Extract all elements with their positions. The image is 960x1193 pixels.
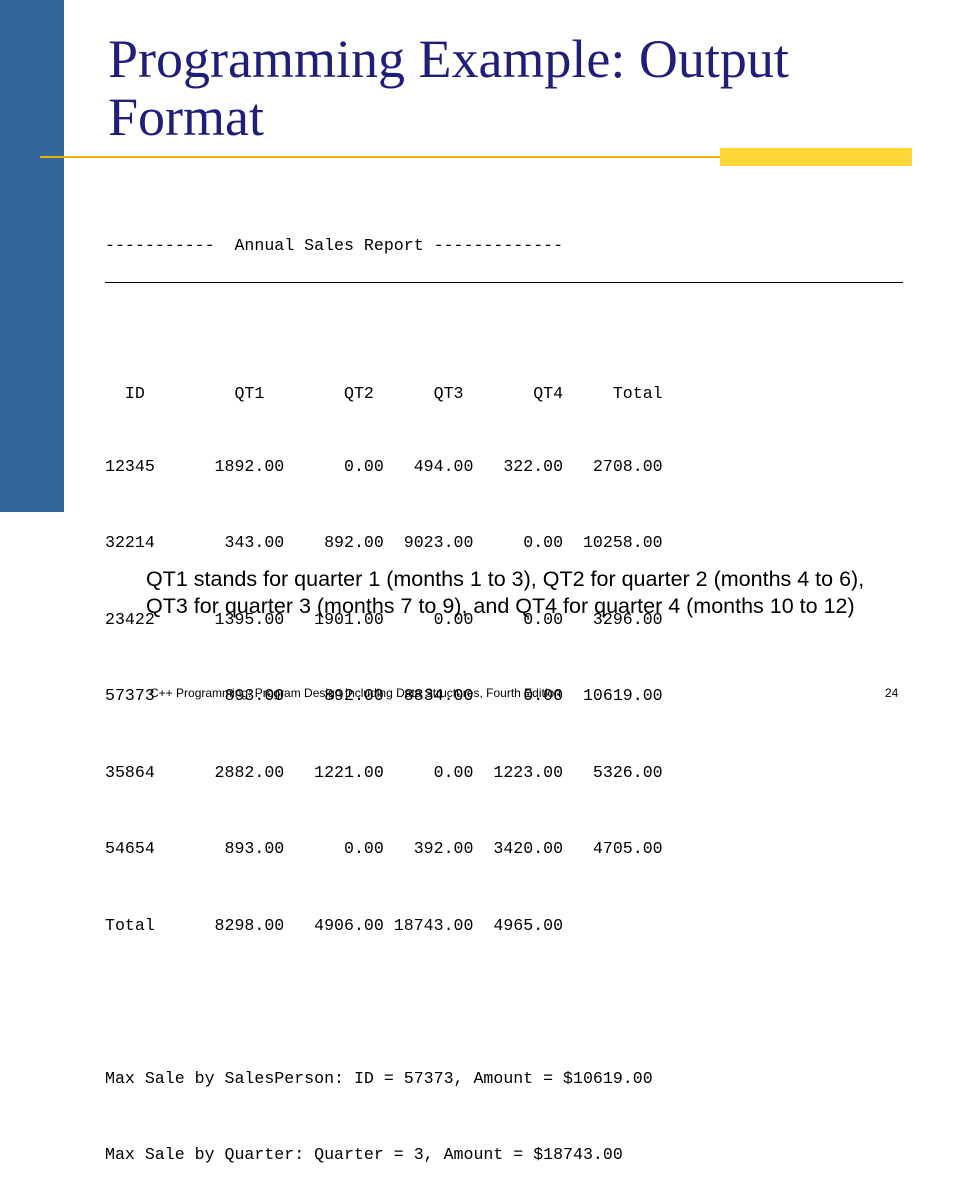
header-rule xyxy=(105,282,903,283)
report-row: 23422 1395.00 1901.00 0.00 0.00 3296.00 xyxy=(105,609,663,629)
page-number: 24 xyxy=(885,686,899,700)
report-spacer xyxy=(105,310,663,330)
title-underline xyxy=(40,156,912,158)
report-row: 32214 343.00 892.00 9023.00 0.00 10258.0… xyxy=(105,533,663,552)
accent-bar xyxy=(720,148,912,166)
footer-text: C++ Programming: Program Design Includin… xyxy=(150,686,561,700)
report-row: 54654 893.00 0.00 392.00 3420.00 4705.00 xyxy=(105,839,663,858)
report-total-row: Total 8298.00 4906.00 18743.00 4965.00 xyxy=(105,915,564,935)
report-row: 35864 2882.00 1221.00 0.00 1223.00 5326.… xyxy=(105,762,663,782)
quarter-note: QT1 stands for quarter 1 (months 1 to 3)… xyxy=(146,567,865,618)
report-spacer xyxy=(105,989,663,1015)
report-column-headers: ID QT1 QT2 QT3 QT4 Total xyxy=(105,383,663,403)
report-heading: ----------- Annual Sales Report --------… xyxy=(105,236,564,255)
report-row: 12345 1892.00 0.00 494.00 322.00 2708.00 xyxy=(105,456,663,476)
max-salesperson-line: Max Sale by SalesPerson: ID = 57373, Amo… xyxy=(105,1068,653,1088)
sidebar-decoration xyxy=(0,0,64,512)
slide-title: Programming Example: Output Format xyxy=(108,29,789,147)
max-quarter-line: Max Sale by Quarter: Quarter = 3, Amount… xyxy=(105,1145,623,1164)
report-row: 57373 893.00 892.00 8834.00 0.00 10619.0… xyxy=(105,686,663,705)
